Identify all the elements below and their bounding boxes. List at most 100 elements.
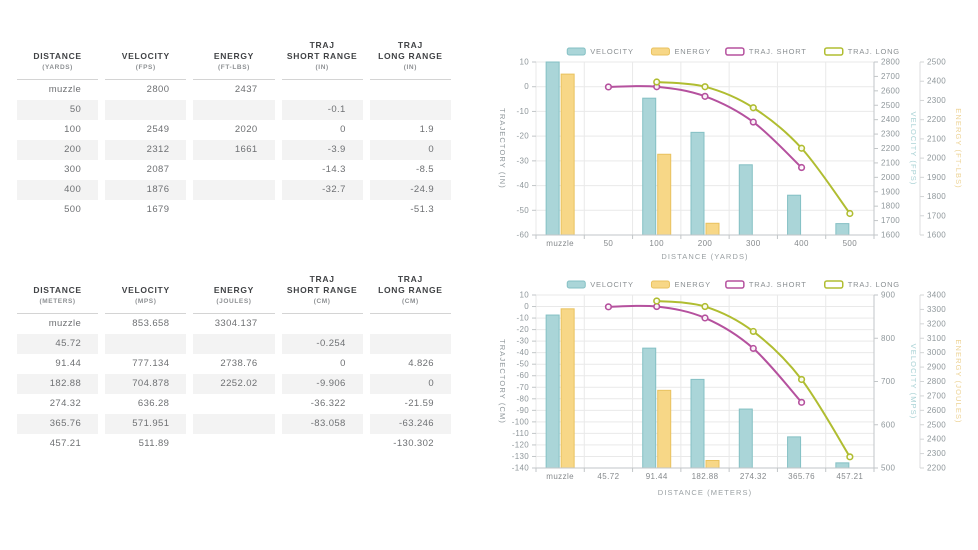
data-point[interactable] [701, 302, 709, 311]
table-cell: 365.76 [17, 413, 99, 434]
column-header: ENERGY (JOULES) [193, 274, 275, 314]
table-cell: -3.9 [281, 139, 363, 160]
data-point[interactable] [653, 302, 661, 311]
velocity-bars [545, 61, 850, 236]
velocity-tick-label: 2400 [881, 115, 900, 124]
data-point[interactable] [604, 303, 613, 311]
table-cell [193, 179, 275, 200]
legend-item-traj-short[interactable]: TRAJ. SHORT [725, 47, 807, 56]
velocity-bar[interactable] [545, 314, 560, 469]
legend-label: TRAJ. SHORT [749, 280, 807, 289]
velocity-bar[interactable] [787, 194, 802, 236]
data-point[interactable] [846, 209, 854, 218]
legend-item-traj-long[interactable]: TRAJ. LONG [824, 280, 900, 289]
traj-longline-series [653, 78, 854, 218]
column-header: DISTANCE (METERS) [17, 274, 99, 314]
legend-item-traj-long[interactable]: TRAJ. LONG [824, 47, 900, 56]
legend-item-velocity[interactable]: VELOCITY [566, 280, 634, 289]
x-tick-label: 91.44 [646, 472, 668, 481]
table-cell: 704.878 [105, 373, 187, 394]
data-point[interactable] [701, 92, 709, 100]
energy-bar[interactable] [705, 460, 720, 469]
trajectory-axis-title: TRAJECTORY (IN) [498, 108, 507, 189]
velocity-bar[interactable] [545, 61, 560, 236]
data-point[interactable] [653, 297, 661, 305]
energy-axis: 3400 3300 3200 3100 3000 2900 2800 2700 2600 2500… [919, 291, 963, 473]
table-body: muzzle 853.658 3304.137 45.72 -0.254 91.44 777… [17, 314, 451, 454]
energy-tick-label: 1900 [927, 173, 946, 182]
table-row: muzzle 853.658 3304.137 [17, 314, 451, 334]
data-point[interactable] [604, 83, 613, 91]
velocity-bar[interactable] [642, 97, 657, 236]
table-header: DISTANCE (METERS) VELOCITY (MPS) ENERGY (JOUL… [17, 274, 451, 314]
x-tick-label: 274.32 [740, 472, 767, 481]
legend-item-energy[interactable]: ENERGY [650, 47, 710, 56]
y-tick-label: -80 [517, 394, 530, 403]
velocity-bar[interactable] [642, 347, 657, 469]
data-point[interactable] [797, 375, 806, 384]
data-point[interactable] [749, 118, 757, 126]
x-tick-label: 45.72 [597, 472, 619, 481]
data-point[interactable] [653, 78, 661, 86]
table-cell: -32.7 [281, 179, 363, 200]
table-cell: -0.1 [281, 99, 363, 120]
table-cell: 2549 [146, 124, 170, 136]
table-cell: 500 [64, 204, 82, 216]
energy-bar[interactable] [560, 308, 575, 469]
y-tick-label: -70 [517, 383, 530, 392]
energy-axis-title: ENERGY (JOULES) [954, 339, 963, 423]
table-cell [193, 99, 275, 120]
y-tick-label: 0 [524, 302, 529, 311]
energy-bar[interactable] [560, 73, 575, 236]
table-cell [369, 333, 451, 354]
data-point[interactable] [797, 163, 806, 172]
data-point[interactable] [701, 83, 709, 91]
data-point[interactable] [749, 104, 757, 112]
energy-bar[interactable] [657, 153, 672, 236]
table-cell: 777.134 [132, 358, 170, 370]
velocity-bar[interactable] [787, 436, 802, 469]
legend-item-traj-short[interactable]: TRAJ. SHORT [725, 280, 807, 289]
table-cell: 2738.76 [220, 358, 258, 370]
table-cell: 1661 [193, 139, 275, 160]
velocity-bar[interactable] [738, 408, 753, 469]
legend-swatch [650, 47, 670, 56]
table-cell: 457.21 [49, 438, 82, 450]
legend-swatch [725, 47, 745, 56]
x-axis: muzzle 45.72 91.44 182.88 274.32 365.76 457.21… [535, 467, 875, 497]
data-point[interactable] [797, 144, 806, 152]
y-tick-label: -50 [517, 206, 530, 215]
ballistics-table-yards: DISTANCE (YARDS) VELOCITY (FPS) ENERGY (FT-LB… [10, 40, 458, 220]
energy-tick-label: 2600 [927, 406, 946, 415]
energy-tick-label: 2900 [927, 363, 946, 372]
legend-item-velocity[interactable]: VELOCITY [566, 47, 634, 56]
energy-bar[interactable] [705, 222, 720, 236]
table-cell: 853.658 [132, 318, 170, 330]
velocity-bar[interactable] [835, 223, 850, 236]
legend-swatch [824, 280, 844, 289]
legend-item-energy[interactable]: ENERGY [650, 280, 710, 289]
energy-tick-label: 2300 [927, 96, 946, 105]
velocity-bar[interactable] [690, 131, 705, 236]
x-tick-label: 182.88 [692, 472, 719, 481]
data-point[interactable] [749, 327, 757, 336]
table-cell: 91.44 [55, 358, 82, 370]
velocity-bar[interactable] [738, 164, 753, 236]
energy-tick-label: 1600 [927, 231, 946, 240]
legend-swatch [824, 47, 844, 56]
table-cell: 0 [340, 124, 346, 136]
data-point[interactable] [797, 398, 806, 406]
table-cell: muzzle [48, 84, 82, 96]
data-point[interactable] [701, 314, 709, 322]
energy-bar[interactable] [657, 389, 672, 469]
velocity-bar[interactable] [835, 462, 850, 469]
data-point[interactable] [749, 344, 757, 353]
data-point[interactable] [846, 453, 854, 461]
x-tick-label: 100 [649, 239, 664, 248]
table-cell: -14.3 [322, 164, 346, 176]
legend-label: VELOCITY [590, 47, 634, 56]
velocity-tick-label: 900 [881, 291, 895, 300]
chart-legend: VELOCITY ENERGY TRAJ. SHORT TRAJ. LONG [566, 280, 900, 289]
velocity-bar[interactable] [690, 378, 705, 469]
column-header: ENERGY (FT-LBS) [193, 40, 275, 80]
